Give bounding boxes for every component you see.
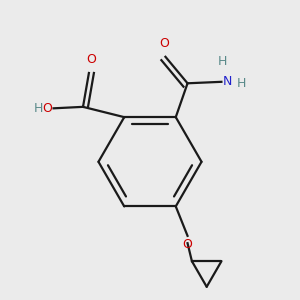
Text: H: H bbox=[34, 102, 43, 115]
Text: H: H bbox=[237, 77, 246, 90]
Text: N: N bbox=[223, 75, 232, 88]
Text: O: O bbox=[159, 37, 169, 50]
Text: O: O bbox=[86, 52, 96, 66]
Text: O: O bbox=[42, 102, 52, 115]
Text: O: O bbox=[183, 238, 193, 251]
Text: H: H bbox=[218, 55, 228, 68]
